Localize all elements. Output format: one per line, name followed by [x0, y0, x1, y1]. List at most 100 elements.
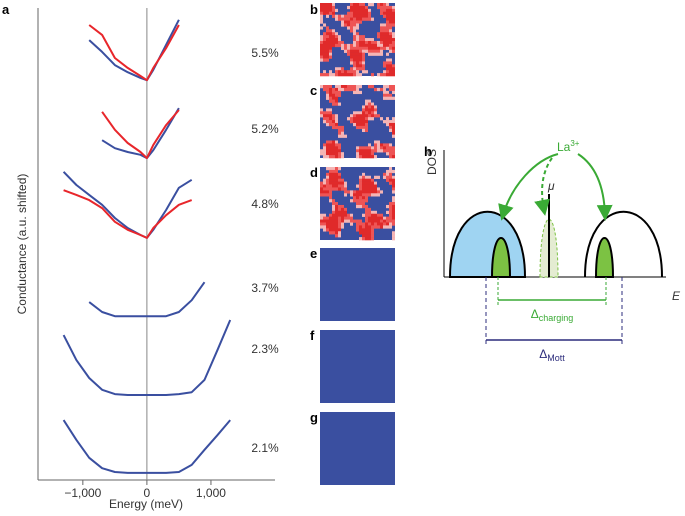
- map-pixel: [350, 43, 353, 48]
- map-pixel: [332, 155, 335, 159]
- map-pixel: [335, 85, 338, 89]
- map-pixel: [350, 61, 353, 65]
- map-pixel: [326, 114, 329, 118]
- map-pixel: [362, 234, 365, 238]
- map-pixel: [386, 43, 389, 48]
- map-pixel: [362, 61, 365, 65]
- map-pixel: [365, 120, 368, 124]
- map-pixel: [326, 8, 329, 13]
- panel-label: b: [310, 2, 318, 17]
- map-pixel: [341, 40, 344, 45]
- map-pixel: [326, 52, 329, 56]
- map-pixel: [368, 143, 371, 147]
- map-pixel: [329, 52, 332, 56]
- map-pixel: [389, 32, 392, 36]
- map-pixel: [365, 46, 368, 51]
- arrow: [577, 153, 613, 221]
- map-pixel: [383, 14, 386, 18]
- map-pixel: [341, 216, 344, 220]
- map-pixel: [359, 111, 362, 115]
- map-pixel: [389, 5, 392, 10]
- map-pixel: [386, 143, 389, 147]
- map-pixel: [389, 225, 392, 229]
- map-pixel: [359, 199, 362, 203]
- map-pixel: [332, 38, 335, 42]
- map-pixel: [356, 3, 359, 7]
- panel-label: d: [310, 165, 318, 180]
- map-pixel: [323, 120, 326, 124]
- map-pixel: [356, 14, 359, 18]
- map-pixel: [320, 3, 323, 7]
- map-pixel: [359, 122, 362, 127]
- map-pixel: [371, 155, 374, 159]
- map-pixel: [329, 181, 332, 185]
- map-pixel: [332, 117, 335, 121]
- map-pixel: [338, 219, 341, 223]
- map-pixel: [341, 222, 344, 226]
- map-pixel: [320, 85, 323, 89]
- map-pixel: [383, 85, 386, 89]
- map-pixel: [386, 90, 389, 95]
- map-pixel: [356, 146, 359, 150]
- map-pixel: [377, 143, 380, 147]
- map-pixel: [323, 155, 326, 159]
- map-pixel: [338, 234, 341, 238]
- map-pixel: [392, 17, 395, 21]
- map-pixel: [356, 40, 359, 45]
- map-pixel: [329, 213, 332, 217]
- map-pixel: [356, 90, 359, 95]
- map-pixel: [329, 108, 332, 112]
- map-pixel: [362, 108, 365, 112]
- map-pixel: [335, 152, 338, 156]
- map-pixel: [365, 225, 368, 229]
- map-pixel: [326, 225, 329, 229]
- map-pixel: [380, 29, 383, 33]
- map-pixel: [383, 46, 386, 51]
- map-pixel: [344, 14, 347, 18]
- map-pixel: [359, 61, 362, 65]
- map-pixel: [365, 228, 368, 232]
- conductance-curve: [62, 419, 231, 474]
- map-pixel: [371, 213, 374, 217]
- map-pixel: [350, 14, 353, 18]
- map-pixel: [326, 3, 329, 7]
- panel-label: g: [310, 410, 318, 425]
- map-pixel: [359, 11, 362, 15]
- map-pixel: [323, 58, 326, 62]
- gap-symbol: Δ: [539, 347, 547, 361]
- map-pixel: [341, 134, 344, 138]
- map-pixel: [368, 85, 371, 89]
- map-pixel: [326, 26, 329, 30]
- map-pixel: [329, 231, 332, 235]
- map-pixel: [386, 85, 389, 89]
- map-pixel: [347, 11, 350, 15]
- map-pixel: [383, 96, 386, 100]
- map-pixel: [320, 8, 323, 13]
- map-pixel: [380, 35, 383, 39]
- map-pixel: [386, 175, 389, 179]
- map-pixel: [374, 219, 377, 223]
- map-pixel: [332, 3, 335, 7]
- map-pixel: [371, 190, 374, 194]
- map-pixel: [392, 196, 395, 200]
- map-pixel: [380, 40, 383, 45]
- map-pixel: [392, 210, 395, 215]
- map-pixel: [389, 43, 392, 48]
- map-pixel: [362, 3, 365, 7]
- map-pixel: [326, 111, 329, 115]
- map-pixel: [356, 20, 359, 24]
- map-pixel: [389, 67, 392, 71]
- map-pixel: [368, 105, 371, 109]
- map-pixel: [365, 17, 368, 21]
- map-pixel: [344, 190, 347, 194]
- map-pixel: [392, 178, 395, 182]
- map-pixel: [389, 202, 392, 206]
- map-pixel: [326, 49, 329, 53]
- map-pixel: [386, 149, 389, 153]
- map-pixel: [380, 8, 383, 13]
- map-pixel: [374, 46, 377, 51]
- map-pixel: [323, 35, 326, 39]
- map-pixel: [377, 49, 380, 53]
- map-pixel: [380, 32, 383, 36]
- map-pixel: [392, 35, 395, 39]
